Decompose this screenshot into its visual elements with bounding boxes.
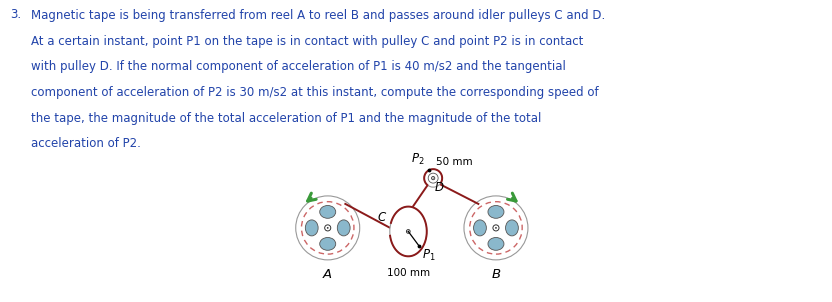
Text: C: C	[378, 211, 386, 224]
Ellipse shape	[319, 205, 336, 218]
Text: $P_2$: $P_2$	[411, 152, 424, 167]
Text: the tape, the magnitude of the total acceleration of P1 and the magnitude of the: the tape, the magnitude of the total acc…	[31, 112, 541, 125]
Text: B: B	[492, 268, 501, 281]
Circle shape	[295, 196, 359, 260]
Circle shape	[493, 225, 499, 231]
Text: 3.: 3.	[10, 8, 21, 21]
Circle shape	[327, 227, 329, 229]
Text: component of acceleration of P2 is 30 m/s2 at this instant, compute the correspo: component of acceleration of P2 is 30 m/…	[31, 86, 598, 99]
Circle shape	[324, 225, 331, 231]
Ellipse shape	[305, 220, 318, 236]
Text: 50 mm: 50 mm	[436, 157, 473, 167]
Text: $P_1$: $P_1$	[422, 248, 436, 263]
Text: Magnetic tape is being transferred from reel A to reel B and passes around idler: Magnetic tape is being transferred from …	[31, 9, 605, 22]
Circle shape	[432, 176, 435, 180]
Ellipse shape	[473, 220, 487, 236]
Text: 100 mm: 100 mm	[387, 268, 430, 278]
Ellipse shape	[506, 220, 518, 236]
Circle shape	[464, 196, 528, 260]
Ellipse shape	[390, 207, 427, 256]
Circle shape	[408, 231, 409, 232]
Ellipse shape	[488, 205, 504, 218]
Text: A: A	[323, 268, 332, 281]
Text: D: D	[435, 181, 444, 194]
Ellipse shape	[337, 220, 350, 236]
Circle shape	[424, 169, 442, 187]
Circle shape	[407, 230, 410, 233]
Ellipse shape	[319, 237, 336, 250]
Text: At a certain instant, point P1 on the tape is in contact with pulley C and point: At a certain instant, point P1 on the ta…	[31, 35, 583, 48]
Text: acceleration of P2.: acceleration of P2.	[31, 137, 141, 150]
Text: with pulley D. If the normal component of acceleration of P1 is 40 m/s2 and the : with pulley D. If the normal component o…	[31, 60, 566, 73]
Ellipse shape	[488, 237, 504, 250]
Circle shape	[495, 227, 497, 229]
